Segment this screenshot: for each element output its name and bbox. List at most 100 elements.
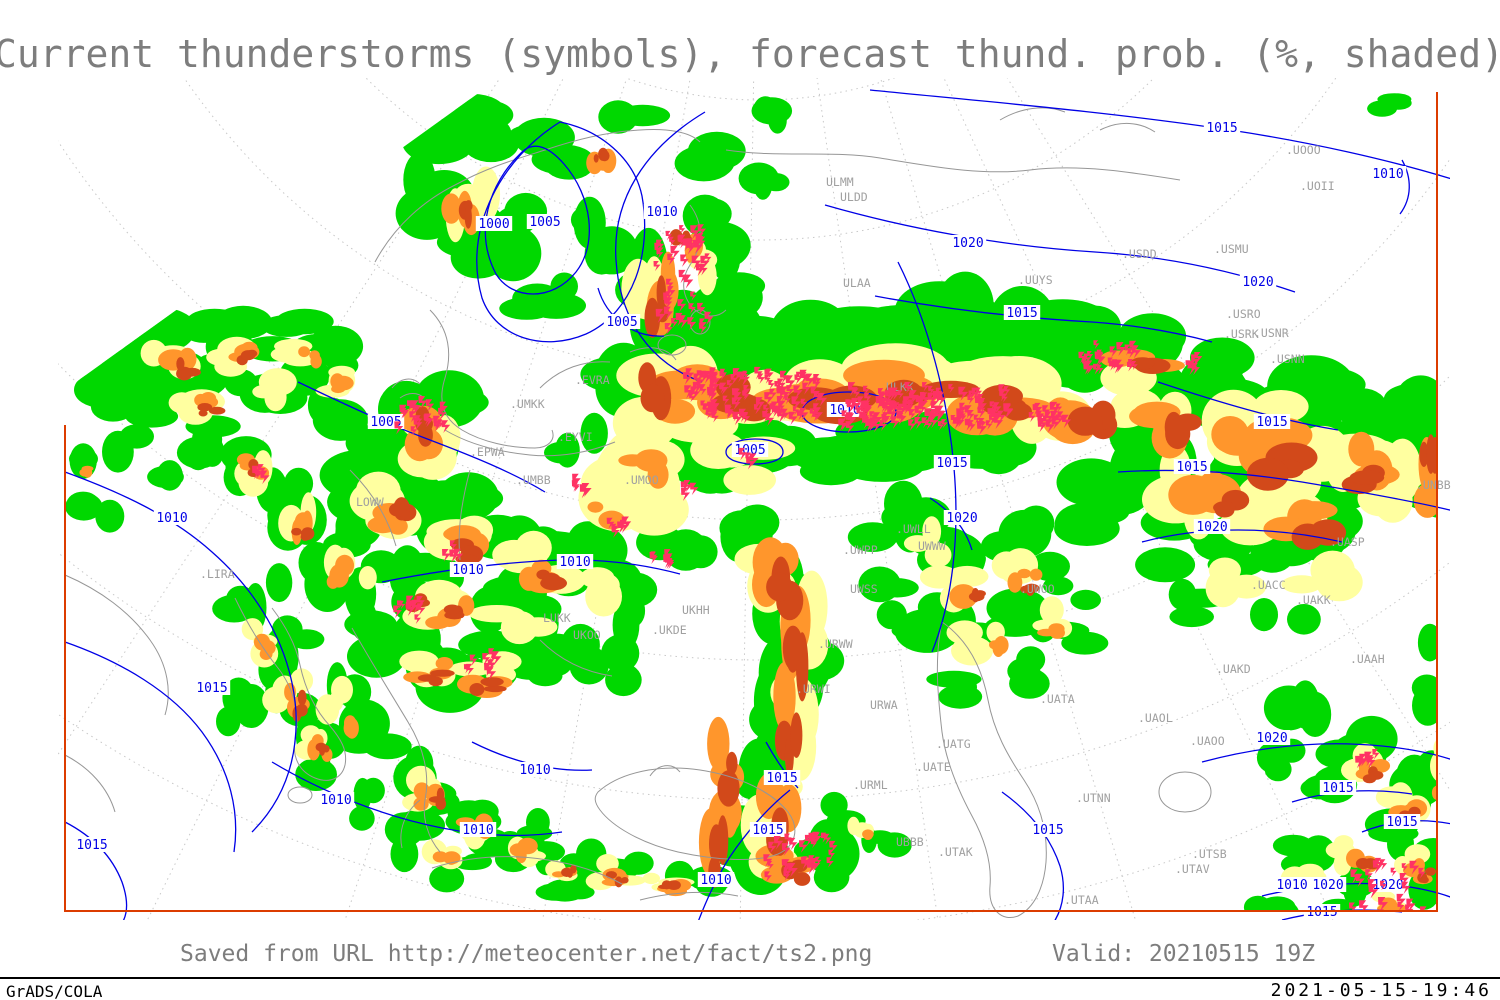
storm-symbol: [685, 240, 696, 255]
station-label: .UWLL: [896, 522, 931, 536]
storm-symbol: [783, 867, 791, 878]
storm-symbol: [1045, 419, 1056, 433]
prob-blob: [216, 706, 241, 737]
prob-blob: [1017, 568, 1031, 579]
isobar-label: 1020: [1256, 731, 1287, 746]
storm-symbol: [409, 411, 418, 423]
prob-blob: [442, 851, 461, 865]
storm-symbol: [813, 374, 822, 386]
storm-symbol: [438, 407, 447, 421]
storm-symbol: [710, 399, 720, 413]
isobar-line: [874, 295, 1213, 343]
prob-blob: [1168, 578, 1197, 611]
isobar-label: 1015: [1176, 460, 1207, 475]
prob-blob: [1388, 782, 1413, 812]
storm-symbol: [663, 297, 673, 310]
prob-blob: [612, 572, 658, 608]
isobar-label: 1015: [1386, 815, 1417, 830]
prob-blob: [1070, 589, 1101, 611]
prob-blob: [344, 610, 397, 639]
storm-symbol: [804, 834, 813, 847]
storm-symbol: [697, 302, 706, 315]
storm-symbol: [688, 303, 696, 314]
storm-symbol: [764, 392, 774, 406]
storm-symbol: [1032, 404, 1041, 416]
storm-symbol: [606, 517, 615, 530]
storm-symbol: [700, 255, 710, 270]
isobar-label-bg: [526, 214, 564, 229]
storm-symbol: [679, 225, 686, 234]
isobar-label-bg: [749, 822, 787, 837]
prob-blob: [284, 467, 314, 500]
station-label: UWWW: [918, 539, 946, 553]
storm-symbol: [1350, 869, 1361, 884]
storm-symbol: [1061, 414, 1072, 429]
isobar-label-bg: [1029, 822, 1067, 837]
prob-blob: [723, 465, 776, 495]
isobar-line: [824, 204, 1296, 293]
storm-symbol: [779, 370, 789, 384]
prob-blob: [353, 777, 372, 811]
storm-symbol: [768, 841, 777, 854]
storm-symbol: [776, 386, 786, 400]
storm-symbol: [690, 225, 700, 240]
storm-symbol: [930, 410, 938, 421]
prob-blob: [1043, 576, 1074, 596]
prob-blob: [329, 564, 349, 588]
prob-blob: [198, 409, 208, 417]
storm-symbol: [406, 595, 416, 610]
prob-blob: [1413, 483, 1437, 518]
prob-blob: [399, 650, 439, 673]
prob-blob: [640, 383, 665, 413]
storm-symbol: [649, 551, 658, 564]
prob-blob: [973, 590, 986, 598]
storm-symbol: [813, 391, 822, 403]
storm-symbol: [611, 525, 620, 538]
storm-symbol: [802, 382, 811, 395]
storm-symbol: [1406, 898, 1416, 911]
storm-symbol: [414, 614, 421, 624]
prob-blob: [102, 430, 134, 473]
prob-blob: [1420, 876, 1429, 884]
prob-blob: [1259, 896, 1296, 911]
isobar-label-bg: [1369, 166, 1407, 181]
prob-blob: [1441, 798, 1448, 811]
isobar-label: 1015: [1322, 781, 1353, 796]
storm-symbol: [406, 400, 415, 411]
prob-blob: [147, 465, 184, 488]
isobar-line: [1001, 791, 1065, 920]
storm-symbol: [413, 417, 423, 431]
prob-blob: [847, 522, 898, 552]
prob-blob: [240, 350, 256, 361]
storm-symbol: [776, 396, 786, 409]
prob-blob: [463, 125, 519, 163]
storm-symbol: [680, 254, 689, 267]
station-label: .UMBB: [516, 473, 551, 487]
storm-symbol: [719, 383, 726, 394]
prob-blob: [197, 403, 213, 412]
storm-symbol: [908, 410, 916, 420]
station-label: .USDD: [1122, 247, 1157, 261]
storm-symbol: [773, 836, 784, 850]
station-label: ULDD: [840, 190, 868, 204]
isobar-label-bg: [449, 562, 487, 577]
storm-symbol: [664, 323, 673, 335]
prob-blob: [587, 501, 604, 513]
storm-symbol: [425, 399, 435, 412]
isobar-label-bg: [516, 762, 554, 777]
storm-symbol: [853, 388, 861, 399]
isobar-line: [297, 381, 546, 493]
storm-symbol: [410, 426, 417, 435]
station-label: ULMM: [826, 175, 854, 189]
prob-blob: [1425, 867, 1436, 876]
storm-symbol: [1364, 751, 1375, 766]
station-label: .UATA: [1040, 692, 1075, 706]
storm-symbol: [1365, 869, 1373, 881]
isobar-label-bg: [1273, 877, 1311, 892]
prob-blob: [1213, 501, 1236, 514]
storm-symbol: [655, 308, 666, 324]
storm-symbol: [677, 299, 687, 313]
prob-blob: [1056, 458, 1127, 507]
prob-blob: [618, 454, 647, 467]
storm-symbol: [1409, 860, 1420, 875]
